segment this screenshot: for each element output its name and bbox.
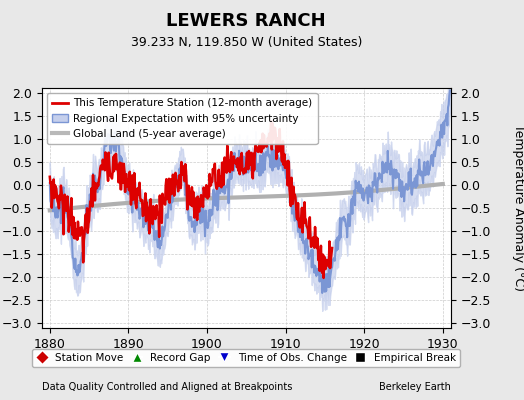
Text: Data Quality Controlled and Aligned at Breakpoints: Data Quality Controlled and Aligned at B… <box>42 382 292 392</box>
Legend: Station Move, Record Gap, Time of Obs. Change, Empirical Break: Station Move, Record Gap, Time of Obs. C… <box>32 349 460 367</box>
Text: 39.233 N, 119.850 W (United States): 39.233 N, 119.850 W (United States) <box>130 36 362 49</box>
Text: LEWERS RANCH: LEWERS RANCH <box>167 12 326 30</box>
Legend: This Temperature Station (12-month average), Regional Expectation with 95% uncer: This Temperature Station (12-month avera… <box>47 93 318 144</box>
Text: Berkeley Earth: Berkeley Earth <box>379 382 451 392</box>
Y-axis label: Temperature Anomaly (°C): Temperature Anomaly (°C) <box>512 124 524 292</box>
